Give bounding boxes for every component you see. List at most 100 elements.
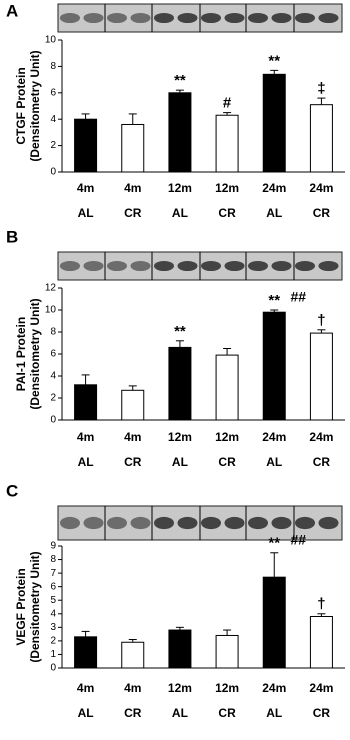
x-tick-label: 24m [309, 181, 333, 195]
x-tick-label: 24m [309, 430, 333, 444]
y-axis-label: CTGF Protein [14, 67, 28, 144]
y-tick-label: 4 [50, 114, 56, 125]
bar [74, 118, 98, 173]
blot-band [295, 12, 315, 24]
y-tick-label: 9 [50, 541, 56, 552]
blot-band [224, 260, 245, 272]
x-group-label: CR [218, 706, 236, 720]
blot-band [177, 12, 198, 24]
blot-band [83, 12, 104, 24]
blot-band [318, 516, 339, 530]
x-group-label: AL [78, 206, 94, 220]
bar [121, 389, 145, 421]
y-tick-label: 8 [50, 61, 56, 72]
blot-band [224, 516, 245, 530]
y-tick-label: 0 [50, 415, 56, 426]
y-tick-label: 0 [50, 663, 56, 674]
y-tick-label: 2 [50, 636, 56, 647]
x-tick-label: 24m [262, 681, 286, 695]
y-tick-label: 4 [50, 608, 56, 619]
blot-band [60, 12, 80, 24]
bar [309, 615, 333, 669]
blot-band [130, 516, 151, 530]
bar [74, 636, 98, 669]
blot-band [271, 260, 292, 272]
blot-band [83, 260, 104, 272]
blot-band [318, 260, 339, 272]
x-group-label: CR [124, 455, 142, 469]
blot-band [271, 12, 292, 24]
y-tick-label: 6 [50, 87, 56, 98]
blot-band [248, 12, 268, 24]
y-axis-label: (Densitometry Unit) [28, 551, 42, 662]
x-tick-label: 12m [168, 430, 192, 444]
x-tick-label: 24m [262, 181, 286, 195]
bar [121, 123, 145, 173]
y-tick-label: 8 [50, 554, 56, 565]
blot-band [83, 516, 104, 530]
bar [262, 311, 286, 421]
blot-band [224, 12, 245, 24]
x-tick-label: 12m [215, 181, 239, 195]
significance-label: ** [268, 52, 280, 69]
x-tick-label: 12m [168, 681, 192, 695]
significance-label: ** [174, 323, 186, 340]
x-group-label: CR [313, 206, 331, 220]
x-group-label: AL [266, 455, 282, 469]
x-tick-label: 24m [309, 681, 333, 695]
bar [168, 92, 192, 173]
bar [74, 384, 98, 421]
y-axis-label: (Densitometry Unit) [28, 298, 42, 409]
bar [262, 576, 286, 669]
blot-band [107, 12, 127, 24]
y-tick-label: 12 [45, 283, 57, 294]
x-group-label: AL [172, 455, 188, 469]
significance-label: ** [268, 292, 280, 309]
blot-band [154, 260, 174, 272]
panel-letter: B [6, 227, 18, 246]
x-tick-label: 24m [262, 430, 286, 444]
blot-band [318, 12, 339, 24]
significance-label: ## [290, 289, 306, 305]
bar [215, 354, 239, 421]
x-tick-label: 4m [124, 181, 141, 195]
blot-band [177, 516, 198, 530]
blot-band [130, 260, 151, 272]
bar [168, 629, 192, 669]
x-tick-label: 4m [77, 181, 94, 195]
x-group-label: AL [266, 706, 282, 720]
x-tick-label: 12m [168, 181, 192, 195]
blot-band [130, 12, 151, 24]
bar [309, 104, 333, 173]
x-group-label: AL [78, 455, 94, 469]
blot-band [60, 260, 80, 272]
x-group-label: CR [218, 455, 236, 469]
significance-label: ** [268, 535, 280, 552]
blot-band [295, 516, 315, 530]
y-tick-label: 0 [50, 167, 56, 178]
y-tick-label: 2 [50, 140, 56, 151]
x-group-label: CR [218, 206, 236, 220]
x-group-label: AL [172, 706, 188, 720]
y-tick-label: 2 [50, 393, 56, 404]
x-group-label: CR [124, 706, 142, 720]
bar [168, 346, 192, 421]
x-tick-label: 4m [77, 430, 94, 444]
panel-letter: C [6, 481, 18, 500]
panel-letter: A [6, 1, 18, 20]
blot-band [248, 516, 268, 530]
x-group-label: CR [124, 206, 142, 220]
y-tick-label: 3 [50, 622, 56, 633]
y-axis-label: (Densitometry Unit) [28, 50, 42, 161]
y-tick-label: 7 [50, 568, 56, 579]
bar [215, 634, 239, 669]
x-group-label: AL [78, 706, 94, 720]
y-tick-label: 5 [50, 595, 56, 606]
y-tick-label: 8 [50, 327, 56, 338]
significance-label: ## [290, 531, 306, 547]
x-tick-label: 4m [124, 430, 141, 444]
bar [121, 641, 145, 669]
x-tick-label: 12m [215, 681, 239, 695]
